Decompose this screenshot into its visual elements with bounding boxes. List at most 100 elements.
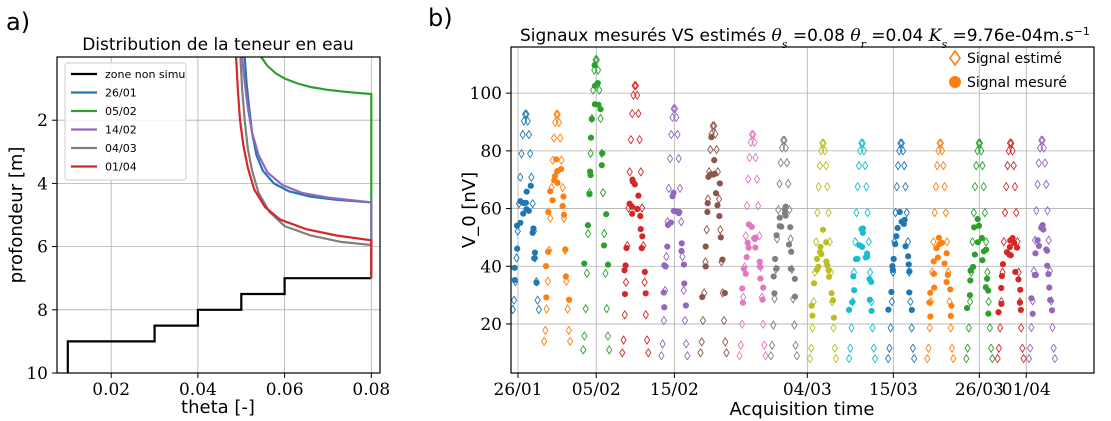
estimated-signal-marker bbox=[780, 135, 787, 146]
measured-signal-marker bbox=[849, 299, 856, 306]
measured-signal-marker bbox=[544, 248, 552, 255]
estimated-signal-marker bbox=[534, 295, 541, 306]
estimated-signal-marker bbox=[893, 181, 900, 192]
estimated-signal-marker bbox=[621, 309, 628, 320]
estimated-signal-marker bbox=[557, 133, 564, 143]
measured-signal-marker bbox=[702, 263, 709, 270]
chart-b-title-subscript: s bbox=[782, 38, 788, 51]
estimated-signal-marker bbox=[870, 343, 877, 354]
chart-a-xtick-label: 0.04 bbox=[179, 380, 217, 400]
measured-signal-marker bbox=[906, 289, 913, 296]
chart-b: 20 40 60 80 100 26/01 05/02 15/02 04/03 15/03 26/0… bbox=[459, 25, 1095, 420]
estimated-signal-marker bbox=[1006, 138, 1014, 148]
measured-signal-marker bbox=[714, 202, 721, 209]
chart-b-campaign bbox=[509, 109, 542, 315]
estimated-signal-marker bbox=[937, 138, 945, 148]
estimated-signal-marker bbox=[887, 323, 894, 333]
measured-signal-marker bbox=[995, 309, 1002, 316]
measured-signal-marker bbox=[678, 247, 685, 255]
measured-signal-marker bbox=[527, 182, 534, 189]
estimated-signal-marker bbox=[594, 65, 602, 75]
measured-signal-marker bbox=[816, 248, 824, 256]
measured-signal-marker bbox=[529, 229, 536, 236]
estimated-signal-marker bbox=[943, 236, 951, 247]
measured-signal-marker bbox=[817, 243, 824, 250]
measured-signal-marker bbox=[1035, 242, 1043, 249]
estimated-signal-marker bbox=[748, 129, 756, 140]
measured-signal-marker bbox=[748, 223, 755, 230]
chart-a-legend-label: 05/02 bbox=[105, 105, 137, 118]
measured-signal-marker bbox=[1038, 223, 1046, 230]
measured-signal-marker bbox=[896, 208, 903, 216]
estimated-signal-marker bbox=[710, 121, 718, 131]
estimated-signal-marker bbox=[674, 129, 681, 140]
chart-b-ytick-label: 60 bbox=[480, 200, 502, 220]
measured-signal-marker bbox=[756, 258, 763, 265]
measured-signal-marker bbox=[711, 170, 718, 177]
chart-b-campaign bbox=[580, 55, 613, 355]
chart-a-frame bbox=[56, 56, 381, 374]
measured-signal-marker bbox=[757, 275, 764, 282]
estimated-signal-marker bbox=[645, 347, 652, 358]
estimated-signal-marker bbox=[942, 207, 949, 218]
measured-signal-marker bbox=[998, 300, 1005, 308]
measured-signal-marker bbox=[637, 213, 644, 220]
measured-signal-marker bbox=[599, 150, 606, 157]
chart-b-xtick-label: 15/02 bbox=[650, 380, 699, 400]
measured-signal-marker bbox=[773, 265, 780, 272]
chart-a-legend: zone non simu 26/01 05/02 14/02 04/03 01/04 bbox=[64, 62, 187, 181]
measured-signal-marker bbox=[947, 286, 954, 293]
estimated-signal-marker bbox=[934, 160, 941, 171]
estimated-signal-marker bbox=[635, 108, 642, 119]
measured-signal-marker bbox=[934, 254, 942, 261]
measured-signal-marker bbox=[854, 255, 861, 263]
chart-a-ytick-label: 6 bbox=[37, 238, 48, 258]
estimated-signal-marker bbox=[832, 353, 840, 364]
measured-signal-marker bbox=[830, 314, 838, 321]
estimated-signal-marker bbox=[587, 148, 594, 159]
measured-signal-marker bbox=[890, 255, 897, 263]
chart-a-series-line bbox=[243, 56, 373, 279]
estimated-signal-marker bbox=[936, 138, 943, 148]
measured-signal-marker bbox=[670, 189, 677, 196]
estimated-signal-marker bbox=[1004, 160, 1011, 171]
estimated-signal-marker bbox=[894, 160, 902, 171]
measured-signal-marker bbox=[863, 250, 871, 257]
measured-signal-marker bbox=[704, 208, 711, 216]
estimated-signal-marker bbox=[604, 331, 612, 341]
measured-signal-marker bbox=[622, 262, 629, 269]
measured-signal-marker bbox=[828, 290, 835, 297]
estimated-signal-marker bbox=[964, 343, 971, 354]
estimated-signal-marker bbox=[792, 340, 799, 351]
measured-signal-marker bbox=[740, 265, 747, 272]
estimated-signal-marker bbox=[995, 343, 1002, 354]
chart-b-legend-label: Signal mesuré bbox=[967, 75, 1067, 91]
chart-b-ticks: 20 40 60 80 100 26/01 05/02 15/02 04/03 15/03 26/0… bbox=[470, 84, 1051, 400]
measured-signal-marker bbox=[791, 293, 799, 300]
measured-signal-marker bbox=[1017, 306, 1024, 314]
estimated-signal-marker bbox=[631, 80, 638, 91]
estimated-signal-marker bbox=[1013, 207, 1020, 218]
measured-signal-marker bbox=[705, 173, 712, 180]
estimated-signal-marker bbox=[684, 350, 691, 361]
chart-b-campaign bbox=[885, 138, 918, 364]
estimated-signal-marker bbox=[751, 137, 758, 148]
estimated-signal-marker bbox=[845, 353, 853, 364]
measured-signal-marker bbox=[756, 263, 763, 270]
estimated-signal-marker bbox=[782, 143, 789, 153]
measured-signal-marker bbox=[943, 250, 950, 257]
estimated-signal-marker bbox=[759, 319, 767, 330]
chart-a-series-line bbox=[260, 56, 373, 279]
measured-signal-marker bbox=[1028, 295, 1035, 302]
chart-a-legend-label: 01/04 bbox=[105, 161, 137, 174]
estimated-signal-marker bbox=[676, 183, 684, 194]
estimated-signal-marker bbox=[737, 340, 744, 350]
estimated-signal-marker bbox=[808, 343, 815, 354]
measured-signal-marker bbox=[845, 306, 853, 313]
measured-signal-marker bbox=[1017, 286, 1024, 293]
chart-a-xtick-label: 0.02 bbox=[92, 380, 130, 400]
chart-b-campaign bbox=[924, 138, 957, 364]
legend-circle-marker bbox=[949, 76, 961, 88]
measured-signal-marker bbox=[551, 173, 559, 180]
measured-signal-marker bbox=[888, 288, 895, 296]
